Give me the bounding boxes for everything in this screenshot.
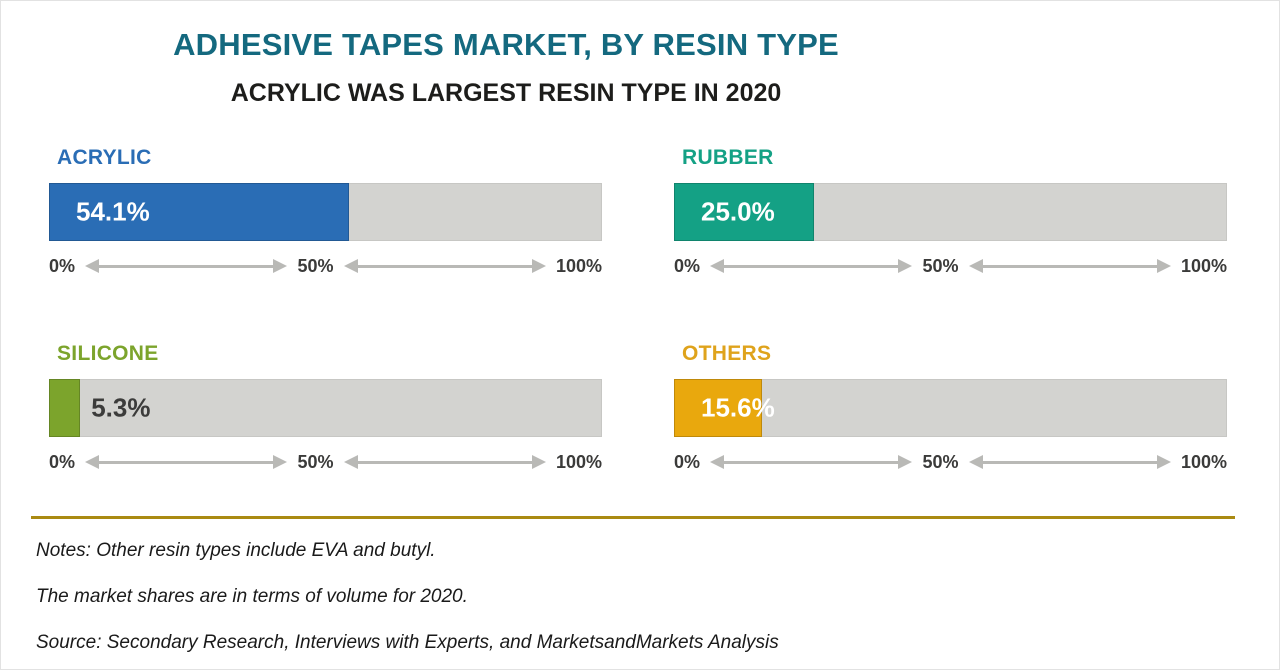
bar-fill-rubber [674,183,814,241]
note-line-1: Notes: Other resin types include EVA and… [36,540,436,561]
double-arrow-icon [343,259,546,273]
bar-track-acrylic: 54.1% [49,183,602,241]
note-line-2: The market shares are in terms of volume… [36,586,468,607]
divider-line [31,516,1235,519]
bar-value-acrylic: 54.1% [76,196,150,227]
bar-value-silicone: 5.3% [91,392,151,423]
double-arrow-icon [85,259,288,273]
double-arrow-icon [710,455,913,469]
chart-subtitle: ACRYLIC WAS LARGEST RESIN TYPE IN 2020 [230,79,782,107]
double-arrow-icon [710,259,913,273]
double-arrow-icon [85,455,288,469]
tick-100: 100% [1180,451,1227,472]
tick-0: 0% [49,255,76,276]
bar-fill-silicone [49,379,81,437]
tick-100: 100% [555,255,602,276]
tick-50: 50% [922,255,959,276]
panel-rubber: RUBBER 25.0% 0% 50% 100% [674,146,1227,278]
bar-track-others: 15.6% [674,379,1227,437]
tick-50: 50% [297,451,334,472]
category-label-rubber: RUBBER [682,146,774,169]
bars-grid: ACRYLIC 54.1% 0% 50% 100% RUBBER 25.0% 0… [1,146,1279,474]
category-label-acrylic: ACRYLIC [57,146,152,169]
double-arrow-icon [968,259,1171,273]
chart-title: ADHESIVE TAPES MARKET, BY RESIN TYPE [173,27,839,62]
double-arrow-icon [968,455,1171,469]
bar-track-silicone: 5.3% [49,379,602,437]
bar-value-rubber: 25.0% [701,196,775,227]
note-line-3: Source: Secondary Research, Interviews w… [36,632,779,653]
tick-100: 100% [555,451,602,472]
panel-others: OTHERS 15.6% 0% 50% 100% [674,342,1227,474]
footnotes: Notes: Other resin types include EVA and… [36,539,1279,655]
double-arrow-icon [343,455,546,469]
bar-fill-others [674,379,762,437]
axis-rubber: 0% 50% 100% [674,254,1227,278]
tick-100: 100% [1180,255,1227,276]
tick-50: 50% [922,451,959,472]
axis-acrylic: 0% 50% 100% [49,254,602,278]
bar-fill-acrylic [49,183,350,241]
category-label-silicone: SILICONE [57,342,159,365]
tick-0: 0% [49,451,76,472]
tick-0: 0% [674,451,701,472]
bar-track-rubber: 25.0% [674,183,1227,241]
tick-0: 0% [674,255,701,276]
axis-silicone: 0% 50% 100% [49,450,602,474]
tick-50: 50% [297,255,334,276]
category-label-others: OTHERS [682,342,772,365]
panel-silicone: SILICONE 5.3% 0% 50% 100% [49,342,602,474]
panel-acrylic: ACRYLIC 54.1% 0% 50% 100% [49,146,602,278]
chart-heading: ADHESIVE TAPES MARKET, BY RESIN TYPE ACR… [1,1,1011,108]
bar-value-others: 15.6% [701,392,775,423]
axis-others: 0% 50% 100% [674,450,1227,474]
